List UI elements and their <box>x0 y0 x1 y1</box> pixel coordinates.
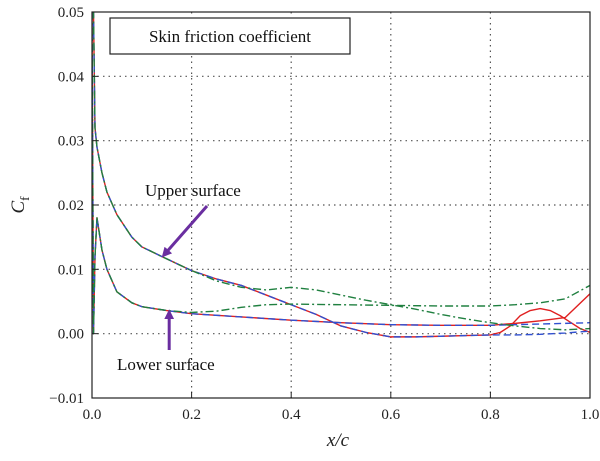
series-line-6 <box>92 12 590 335</box>
x-tick-label: 0.4 <box>282 407 301 423</box>
axis-ticks: 0.0 0.2 0.4 0.6 0.8 1.0 −0.01 0.00 0.01 0.02 0.03 0… <box>49 5 599 423</box>
title-box-frame <box>109 17 351 55</box>
grid <box>92 12 590 398</box>
x-tick-label: 1.0 <box>581 407 600 423</box>
annotation-lower-surface: Lower surface <box>117 355 215 374</box>
x-tick-label: 0.6 <box>381 407 400 423</box>
series-layer <box>92 12 590 338</box>
x-tick-label: 0.0 <box>83 407 102 423</box>
series-line-3 <box>92 12 590 338</box>
title-box: Skin friction coefficient <box>109 17 351 55</box>
annotation-arrow-upper <box>161 205 209 258</box>
y-tick-label: 0.02 <box>58 198 84 214</box>
series-line-5 <box>92 12 590 331</box>
y-tick-label: 0.01 <box>58 262 84 278</box>
series-line-2 <box>92 12 590 335</box>
x-axis-title: x/c <box>326 430 350 451</box>
chart-title: Skin friction coefficient <box>149 27 311 46</box>
y-axis-title: Cf <box>8 196 32 214</box>
y-tick-label: 0.03 <box>58 134 84 150</box>
x-tick-label: 0.2 <box>182 407 201 423</box>
y-tick-label: −0.01 <box>49 391 84 407</box>
series-line-1 <box>92 12 590 338</box>
y-tick-label: 0.05 <box>58 5 84 21</box>
y-tick-label: 0.00 <box>58 327 84 343</box>
series-line-4 <box>92 12 590 335</box>
annotations: Upper surface Lower surface <box>117 181 241 374</box>
x-tick-label: 0.8 <box>481 407 500 423</box>
y-tick-label: 0.04 <box>58 69 85 85</box>
annotation-upper-surface: Upper surface <box>145 181 241 200</box>
